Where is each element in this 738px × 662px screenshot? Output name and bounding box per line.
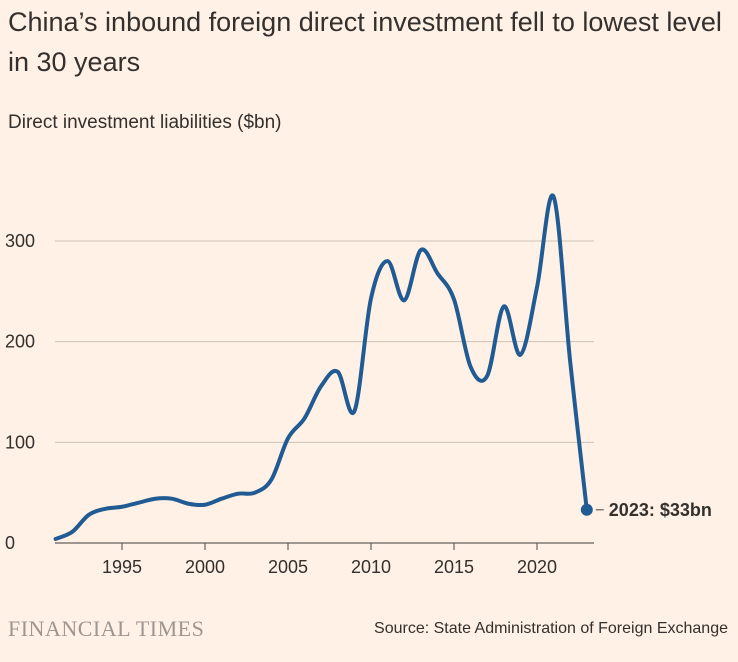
x-tick-label: 2005: [268, 557, 308, 577]
x-tick-label: 1995: [102, 557, 142, 577]
x-tick-label: 2020: [517, 557, 557, 577]
y-tick-label: 0: [5, 533, 15, 553]
chart-title: China’s inbound foreign direct investmen…: [8, 7, 722, 77]
y-tick-label: 300: [5, 231, 35, 251]
x-tick-label: 2010: [351, 557, 391, 577]
axes: 0 100 200 300 1995 2000 2005 2010 2015 2020: [5, 231, 594, 577]
x-tick-label: 2015: [434, 557, 474, 577]
data-point-2023: [580, 503, 593, 516]
annotations: 2023: $33bn: [580, 500, 712, 520]
chart-subtitle: Direct investment liabilities ($bn): [8, 112, 282, 133]
source-note: Source: State Administration of Foreign …: [374, 620, 728, 637]
annotation-label: 2023: $33bn: [609, 500, 712, 520]
y-tick-label: 200: [5, 332, 35, 352]
ft-logo: FINANCIAL TIMES: [8, 616, 205, 641]
series-line-fdi: [53, 193, 589, 541]
gridlines: [55, 240, 594, 443]
y-tick-label: 100: [5, 432, 35, 452]
series: [53, 193, 589, 541]
x-tick-label: 2000: [185, 557, 225, 577]
